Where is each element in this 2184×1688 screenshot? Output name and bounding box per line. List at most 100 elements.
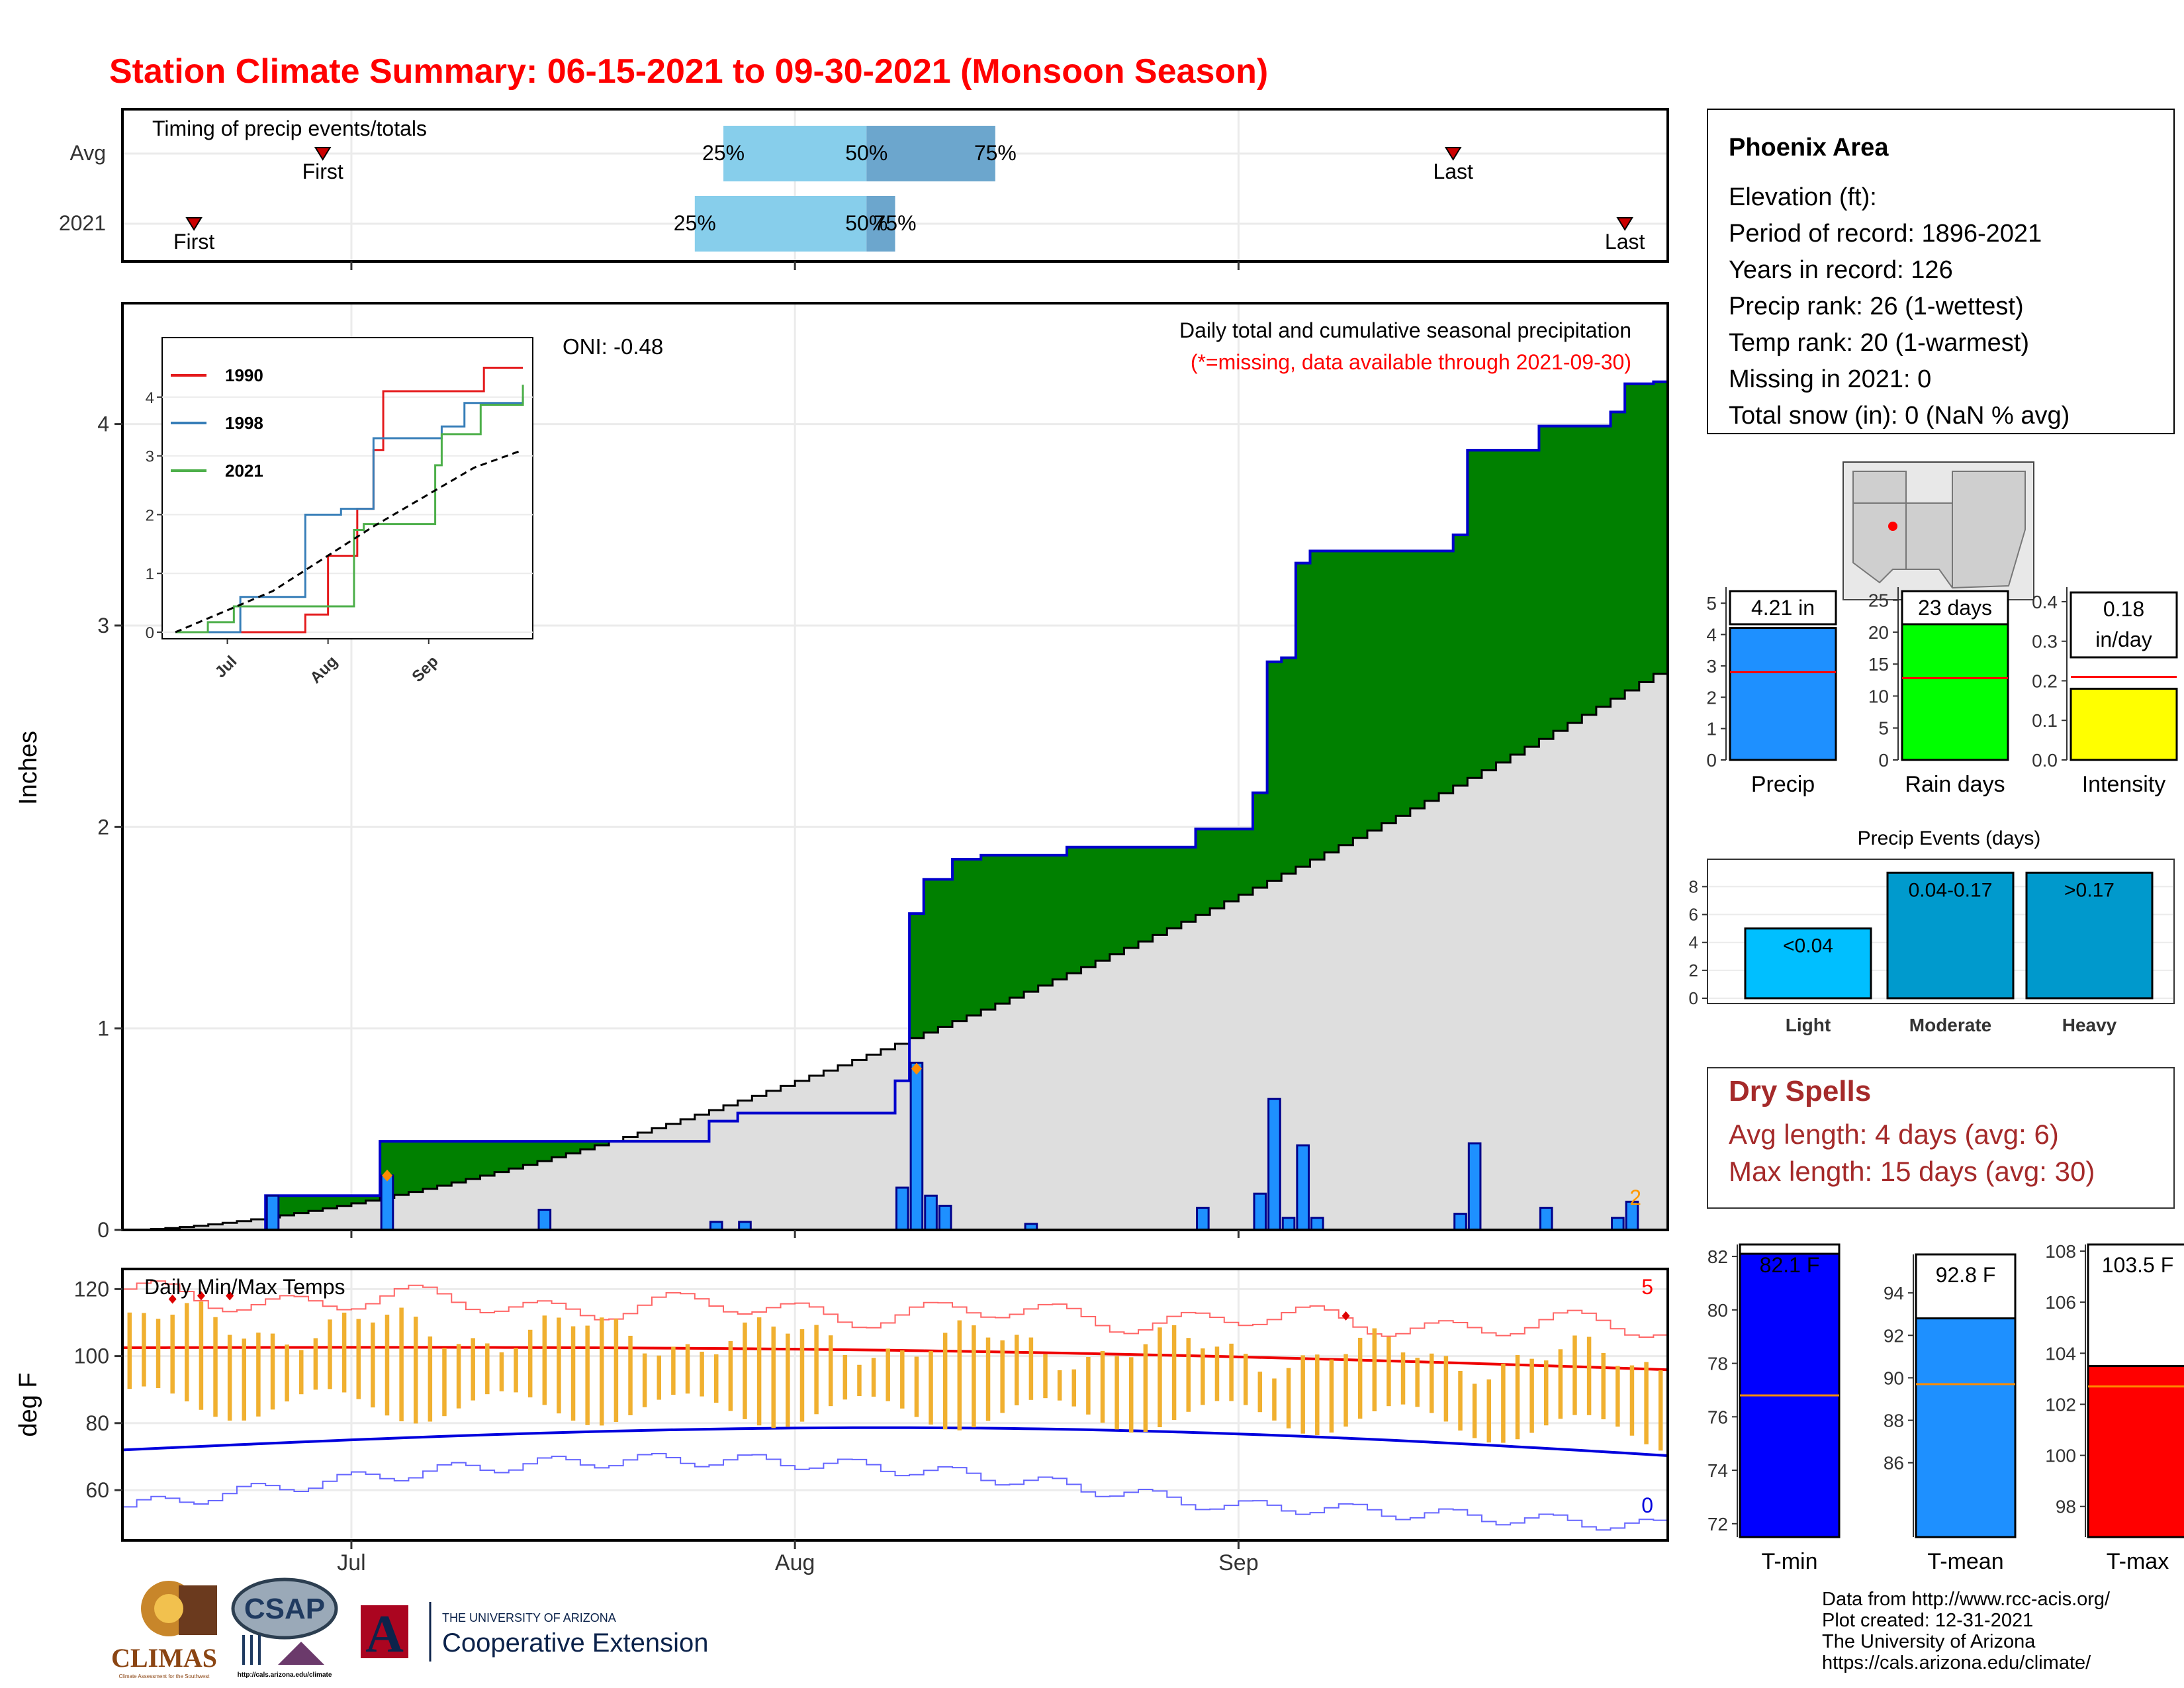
temp-summary-value: 82.1 F	[1760, 1253, 1820, 1277]
daily-temp-bar	[1387, 1336, 1391, 1407]
precip-record-marker	[381, 1169, 392, 1182]
summary-value-label: 4.21 in	[1751, 596, 1815, 620]
y-tick-label: 60	[85, 1478, 109, 1502]
station-name: Phoenix Area	[1729, 134, 1889, 162]
daily-temp-bar	[786, 1333, 790, 1427]
inset-y-tick-label: 0	[146, 624, 154, 642]
daily-temp-bar	[371, 1322, 375, 1408]
daily-precip-bar	[380, 1174, 394, 1231]
oni-label: ONI: -0.48	[563, 334, 663, 359]
record-temp-marker	[226, 1291, 234, 1301]
daily-temp-bar	[442, 1348, 447, 1417]
daily-temp-bar	[1658, 1370, 1663, 1451]
daily-temp-bar	[714, 1354, 719, 1403]
timing-2021-p25-label: 25%	[674, 211, 716, 235]
y-tick-label: 80	[85, 1411, 109, 1435]
timing-2021-p50-label: 50%	[845, 211, 887, 235]
csap-url: http://cals.arizona.edu/climate	[238, 1671, 332, 1679]
temp-summary-y-tick-label: 74	[1707, 1460, 1728, 1481]
temp-summary-y-tick-label: 92	[1884, 1325, 1904, 1346]
station-info-box: Phoenix Area Elevation (ft): Period of re…	[1707, 109, 2175, 434]
info-line: Years in record: 126	[1729, 256, 1953, 284]
summary-bar-label: Precip	[1751, 772, 1815, 797]
daily-temp-bar	[1158, 1327, 1162, 1428]
temp-summary-charts: 72 74 76 78 80 82 82.1 F T-min 86 88 90 92 94 92.8 F T…	[1707, 1241, 2184, 1574]
credit-line-3: The University of Arizona	[1822, 1631, 2036, 1652]
daily-temp-bar	[1043, 1354, 1048, 1399]
daily-temp-bar	[1028, 1337, 1034, 1400]
info-line: Missing in 2021: 0	[1729, 365, 1931, 393]
temp-summary-y-tick-label: 82	[1707, 1246, 1728, 1267]
daily-temp-bar	[299, 1350, 304, 1395]
timing-title: Timing of precip events/totals	[152, 117, 427, 140]
daily-temp-bar	[1543, 1360, 1549, 1426]
daily-temp-bar	[1486, 1379, 1491, 1443]
timing-avg-last-marker	[1444, 147, 1462, 161]
daily-temp-bar	[1286, 1368, 1291, 1429]
daily-temp-bar	[985, 1337, 991, 1421]
dry-spells-max: Max length: 15 days (avg: 30)	[1729, 1156, 2095, 1187]
inset-line-1998	[175, 397, 524, 633]
daily-temp-bar	[256, 1333, 261, 1417]
dry-spells-box: Dry Spells Avg length: 4 days (avg: 6) M…	[1707, 1067, 2175, 1209]
daily-precip-bar	[938, 1204, 952, 1231]
daily-temp-bar	[857, 1364, 862, 1397]
daily-temp-bar	[700, 1351, 704, 1397]
daily-temp-bar	[1572, 1335, 1577, 1415]
daily-temp-bar	[914, 1356, 919, 1417]
info-line: Precip rank: 26 (1-wettest)	[1729, 293, 2024, 320]
credit-line-1: Data from http://www.rcc-acis.org/	[1822, 1589, 2111, 1610]
summary-y-tick-label: 25	[1868, 590, 1889, 611]
temp-summary-y-tick-label: 104	[2045, 1343, 2076, 1364]
daily-temp-bar	[1458, 1370, 1463, 1431]
precip-missing-count: 2	[1629, 1186, 1641, 1209]
daily-precip-bar	[1453, 1213, 1467, 1231]
timing-avg-bar-25-50	[723, 126, 867, 181]
timing-avg-bar-50-75	[866, 126, 995, 181]
timing-2021-last-marker	[1616, 217, 1633, 231]
daily-temp-bar	[957, 1320, 962, 1430]
info-line: Temp rank: 20 (1-warmest)	[1729, 329, 2029, 357]
daily-temp-bar	[1472, 1383, 1477, 1438]
summary-y-tick-label: 1	[1706, 719, 1717, 739]
temp-summary-label: T-max	[2107, 1549, 2169, 1574]
daily-temp-bar	[828, 1335, 833, 1407]
daily-precip-bar	[537, 1209, 552, 1231]
events-bar-value: >0.17	[2064, 879, 2115, 901]
daily-temp-bar	[1214, 1346, 1220, 1401]
credits: Data from http://www.rcc-acis.org/ Plot …	[1822, 1589, 2111, 1673]
daily-precip-bar	[1296, 1144, 1310, 1231]
inset-y-tick-label: 2	[146, 506, 154, 524]
temp-summary-y-tick-label: 88	[1884, 1411, 1904, 1431]
csap-logo: CSAP http://cals.arizona.edu/climate	[231, 1577, 338, 1679]
csap-text: CSAP	[244, 1593, 325, 1625]
month-tick-label: Sep	[1218, 1550, 1259, 1575]
record-temp-marker	[168, 1294, 177, 1304]
daily-temp-bar	[671, 1346, 676, 1395]
inset-legend-label: 1998	[225, 413, 263, 433]
summary-y-tick-label: 0.0	[2032, 750, 2058, 771]
daily-temp-bar	[1257, 1372, 1263, 1413]
temp-title: Daily Min/Max Temps	[144, 1275, 345, 1299]
daily-temp-bar	[585, 1325, 590, 1425]
temp-summary-y-tick-label: 90	[1884, 1368, 1904, 1388]
temp-summary-value: 92.8 F	[1936, 1263, 1996, 1287]
events-y-tick-label: 6	[1689, 905, 1698, 925]
summary-y-tick-label: 5	[1706, 593, 1717, 614]
daily-temp-bar	[972, 1325, 976, 1428]
daily-temp-bar	[185, 1303, 189, 1402]
inset-line-2021	[175, 385, 524, 633]
events-bar-Heavy	[2025, 871, 2154, 1000]
timing-avg-first-label: First	[302, 160, 343, 183]
temp-panel: 60 80 100 120 Daily Min/Max Temps deg F 5 0	[15, 1268, 1669, 1542]
daily-temp-bar	[728, 1340, 733, 1411]
daily-temp-bar	[1071, 1369, 1076, 1407]
inset-line-average	[175, 449, 523, 633]
timing-avg-first-marker	[314, 147, 332, 161]
summary-value-label: in/day	[2095, 628, 2152, 651]
daily-temp-bar	[499, 1352, 504, 1391]
ua-letter: A	[365, 1605, 404, 1664]
events-y-tick-label: 8	[1689, 876, 1698, 896]
daily-temp-bar	[385, 1315, 390, 1416]
precip-panel: 0 1 2 3 4 Inches Daily total and cumulative …	[15, 302, 1669, 1242]
